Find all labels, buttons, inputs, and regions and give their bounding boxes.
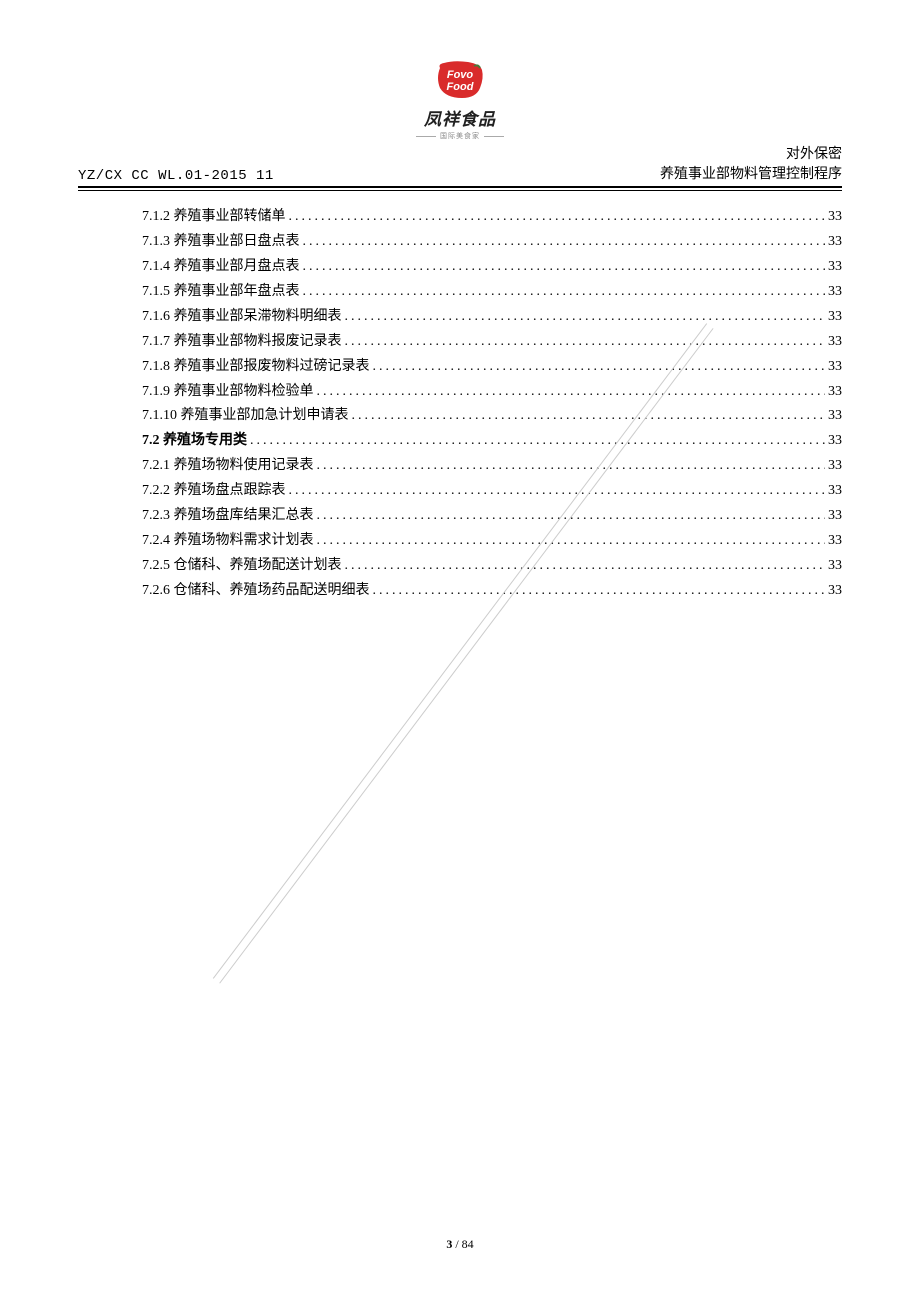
toc-entry: 7.2.4 养殖场物料需求计划表 33 <box>142 529 842 554</box>
svg-text:Food: Food <box>447 81 474 93</box>
toc-entry-page: 33 <box>828 355 842 380</box>
toc-dots <box>250 429 825 454</box>
toc-dots <box>373 579 826 604</box>
toc-entry-label: 7.1.8 养殖事业部报废物料过磅记录表 <box>142 355 370 380</box>
toc-entry-label: 7.2.1 养殖场物料使用记录表 <box>142 454 314 479</box>
toc-dots <box>345 330 826 355</box>
toc-entry-label: 7.1.5 养殖事业部年盘点表 <box>142 280 300 305</box>
toc-entry: 7.1.8 养殖事业部报废物料过磅记录表 33 <box>142 355 842 380</box>
watermark-lines <box>460 651 461 652</box>
toc-entry: 7.2.2 养殖场盘点跟踪表 33 <box>142 479 842 504</box>
toc-entry: 7.1.9 养殖事业部物料检验单 33 <box>142 380 842 405</box>
toc-entry: 7.2.6 仓储科、养殖场药品配送明细表 33 <box>142 579 842 604</box>
toc-entry-page: 33 <box>828 479 842 504</box>
toc-entry-page: 33 <box>828 280 842 305</box>
toc-dots <box>317 380 826 405</box>
toc-entry-label: 7.2.5 仓储科、养殖场配送计划表 <box>142 554 342 579</box>
confidentiality-label: 对外保密 <box>660 145 842 165</box>
toc-entry-label: 7.2.4 养殖场物料需求计划表 <box>142 529 314 554</box>
toc-entry: 7.1.3 养殖事业部日盘点表 33 <box>142 230 842 255</box>
toc-entry-page: 33 <box>828 554 842 579</box>
toc-entry: 7.1.7 养殖事业部物料报废记录表 33 <box>142 330 842 355</box>
toc-entry-label: 7.1.9 养殖事业部物料检验单 <box>142 380 314 405</box>
toc-entry-page: 33 <box>828 305 842 330</box>
doc-title: 养殖事业部物料管理控制程序 <box>660 165 842 185</box>
toc-entry-page: 33 <box>828 429 842 454</box>
toc-entry: 7.1.10 养殖事业部加急计划申请表 33 <box>142 404 842 429</box>
toc-entry-page: 33 <box>828 205 842 230</box>
toc-entry-page: 33 <box>828 380 842 405</box>
toc-entry-label: 7.2.3 养殖场盘库结果汇总表 <box>142 504 314 529</box>
toc-entry-page: 33 <box>828 230 842 255</box>
toc-entry-label: 7.1.2 养殖事业部转储单 <box>142 205 286 230</box>
toc-entry: 7.2.1 养殖场物料使用记录表 33 <box>142 454 842 479</box>
logo-tagline: 国际美食家 <box>78 131 842 141</box>
header-bar: YZ/CX CC WL.01-2015 11 对外保密 养殖事业部物料管理控制程… <box>78 145 842 188</box>
header-divider <box>78 190 842 191</box>
toc-entry-label: 7.1.4 养殖事业部月盘点表 <box>142 255 300 280</box>
toc-dots <box>317 504 826 529</box>
toc-dots <box>373 355 826 380</box>
toc-dots <box>345 305 826 330</box>
toc-list: 7.1.2 养殖事业部转储单 337.1.3 养殖事业部日盘点表 337.1.4… <box>78 205 842 604</box>
toc-dots <box>352 404 826 429</box>
toc-dots <box>303 255 826 280</box>
page-sep: / <box>452 1237 461 1251</box>
toc-entry-page: 33 <box>828 255 842 280</box>
toc-dots <box>345 554 826 579</box>
document-page: Fovo Food 凤祥食品 国际美食家 YZ/CX CC WL.01-2015… <box>0 0 920 1302</box>
toc-entry: 7.1.6 养殖事业部呆滞物料明细表 33 <box>142 305 842 330</box>
toc-entry-page: 33 <box>828 330 842 355</box>
svg-text:Fovo: Fovo <box>447 69 474 81</box>
toc-entry: 7.1.2 养殖事业部转储单 33 <box>142 205 842 230</box>
toc-entry-label: 7.1.6 养殖事业部呆滞物料明细表 <box>142 305 342 330</box>
toc-dots <box>317 529 826 554</box>
toc-entry-label: 7.2.6 仓储科、养殖场药品配送明细表 <box>142 579 370 604</box>
toc-entry: 7.2 养殖场专用类 33 <box>142 429 842 454</box>
toc-entry: 7.1.4 养殖事业部月盘点表 33 <box>142 255 842 280</box>
logo-badge-icon: Fovo Food <box>434 60 486 100</box>
page-footer: 3 / 84 <box>0 1237 920 1252</box>
toc-dots <box>289 479 826 504</box>
toc-entry-label: 7.1.7 养殖事业部物料报废记录表 <box>142 330 342 355</box>
toc-dots <box>303 230 826 255</box>
toc-entry-label: 7.1.10 养殖事业部加急计划申请表 <box>142 404 349 429</box>
header-right: 对外保密 养殖事业部物料管理控制程序 <box>660 145 842 184</box>
page-total: 84 <box>462 1237 474 1251</box>
toc-dots <box>289 205 826 230</box>
toc-entry-label: 7.2 养殖场专用类 <box>142 429 247 454</box>
toc-entry-page: 33 <box>828 529 842 554</box>
logo-block: Fovo Food 凤祥食品 国际美食家 <box>78 60 842 141</box>
toc-entry-page: 33 <box>828 579 842 604</box>
toc-entry-page: 33 <box>828 504 842 529</box>
toc-entry-label: 7.2.2 养殖场盘点跟踪表 <box>142 479 286 504</box>
doc-code: YZ/CX CC WL.01-2015 11 <box>78 168 274 184</box>
toc-entry-label: 7.1.3 养殖事业部日盘点表 <box>142 230 300 255</box>
toc-dots <box>317 454 826 479</box>
toc-entry: 7.2.5 仓储科、养殖场配送计划表 33 <box>142 554 842 579</box>
toc-dots <box>303 280 826 305</box>
toc-entry: 7.1.5 养殖事业部年盘点表 33 <box>142 280 842 305</box>
toc-entry-page: 33 <box>828 454 842 479</box>
toc-entry-page: 33 <box>828 404 842 429</box>
logo-brand-name: 凤祥食品 <box>78 105 842 130</box>
toc-entry: 7.2.3 养殖场盘库结果汇总表 33 <box>142 504 842 529</box>
